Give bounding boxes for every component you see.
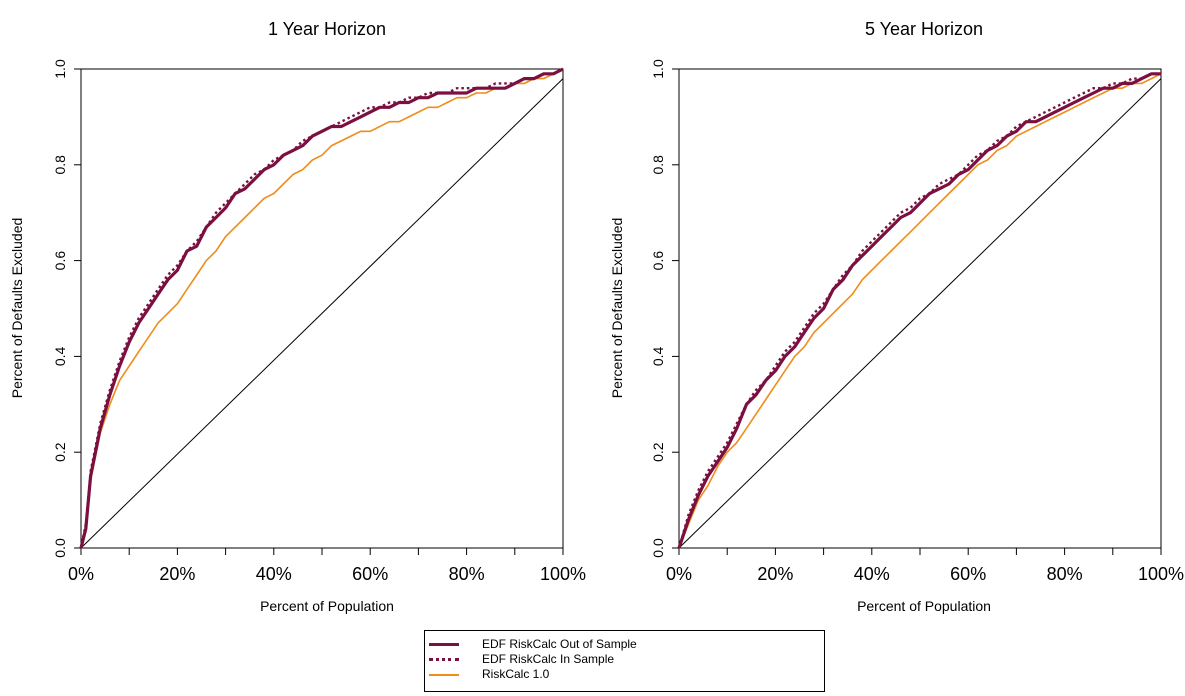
chart-title: 1 Year Horizon <box>268 19 386 39</box>
legend-key-riskcalc-1 <box>429 674 459 676</box>
x-axis-label: Percent of Population <box>857 598 991 614</box>
y-tick-label: 0.8 <box>650 155 666 175</box>
x-tick-label: 100% <box>540 564 586 584</box>
series-line-edf-riskcalc-out-of-sample <box>677 72 1161 549</box>
y-tick-label: 1.0 <box>650 59 666 79</box>
chart-title: 5 Year Horizon <box>865 19 983 39</box>
x-tick-label: 20% <box>757 564 793 584</box>
x-tick-label: 60% <box>352 564 388 584</box>
x-tick-label: 40% <box>256 564 292 584</box>
y-axis-label: Percent of Defaults Excluded <box>609 218 625 399</box>
series-line-edf-riskcalc-in-sample <box>79 67 564 549</box>
legend-label: EDF RiskCalc Out of Sample <box>482 637 637 651</box>
chart-1-year-horizon: 1 Year Horizon Percent of Population Per… <box>9 19 586 614</box>
chart-5-year-horizon: 5 Year Horizon Percent of Population Per… <box>609 19 1184 614</box>
x-tick-label: 40% <box>854 564 890 584</box>
reference-diagonal-line <box>678 78 1162 549</box>
series-line-edf-riskcalc-in-sample <box>677 72 1161 549</box>
y-axis-label: Percent of Defaults Excluded <box>9 218 25 399</box>
x-axis-label: Percent of Population <box>260 598 394 614</box>
y-tick-label: 0.0 <box>52 538 68 558</box>
legend: EDF RiskCalc Out of Sample EDF RiskCalc … <box>424 630 825 692</box>
legend-entry-out-of-sample: EDF RiskCalc Out of Sample <box>425 637 824 653</box>
legend-entry-riskcalc-1: RiskCalc 1.0 <box>425 667 824 683</box>
plot-frame <box>678 68 1162 549</box>
series-line-edf-riskcalc-out-of-sample <box>79 67 564 549</box>
x-tick-label: 0% <box>666 564 692 584</box>
x-tick-label: 0% <box>68 564 94 584</box>
series-line-riskcalc-1-0 <box>678 73 1162 549</box>
x-tick-label: 80% <box>449 564 485 584</box>
y-tick-label: 0.6 <box>650 251 666 271</box>
legend-key-in-sample <box>429 658 459 661</box>
y-tick-label: 0.0 <box>650 538 666 558</box>
y-tick-label: 0.2 <box>52 442 68 462</box>
y-tick-label: 0.2 <box>650 442 666 462</box>
x-tick-label: 60% <box>950 564 986 584</box>
reference-diagonal-line <box>80 78 564 549</box>
legend-label: EDF RiskCalc In Sample <box>482 652 615 666</box>
y-tick-label: 0.8 <box>52 155 68 175</box>
plot-frame <box>80 68 564 549</box>
y-tick-label: 0.6 <box>52 251 68 271</box>
y-tick-label: 0.4 <box>52 346 68 366</box>
y-tick-label: 1.0 <box>52 59 68 79</box>
x-tick-label: 100% <box>1138 564 1184 584</box>
legend-key-out-of-sample <box>429 643 459 646</box>
x-tick-label: 80% <box>1047 564 1083 584</box>
x-tick-label: 20% <box>159 564 195 584</box>
legend-entry-in-sample: EDF RiskCalc In Sample <box>425 652 824 668</box>
y-tick-label: 0.4 <box>650 346 666 366</box>
series-line-riskcalc-1-0 <box>80 68 564 549</box>
legend-label: RiskCalc 1.0 <box>482 667 550 681</box>
